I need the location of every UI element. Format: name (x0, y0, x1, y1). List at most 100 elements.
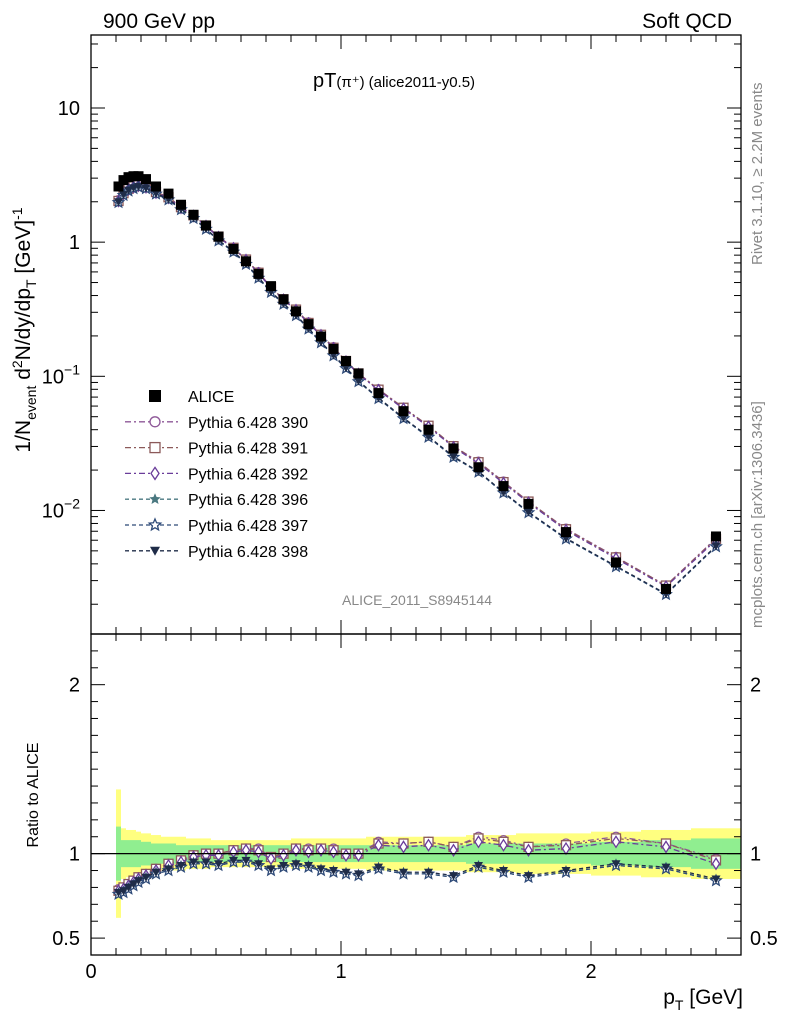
marker-circle (149, 416, 161, 428)
y-axis-label: 1/Nevent d2N/dy/dpT [GeV]-1 (9, 207, 39, 452)
y-tick-label: 1 (69, 232, 80, 254)
y-tick-label: 10−2 (42, 495, 80, 522)
legend-label: Pythia 6.428 398 (188, 544, 308, 561)
marker-triangle (229, 856, 238, 865)
chart-title-tag: (alice2011-y0.5) (369, 74, 475, 91)
chart-title-particle: (π⁺) (336, 74, 364, 91)
marker-triangle (134, 182, 143, 191)
marker-triangle (119, 191, 128, 200)
marker-triangle (151, 868, 161, 877)
marker-triangle (119, 887, 128, 896)
marker-triangle (266, 865, 276, 874)
marker-square (163, 188, 174, 199)
marker-square (228, 243, 239, 254)
ylabel-b: d (12, 368, 35, 386)
y-tick-label: 10 (58, 98, 80, 120)
chart-title-main: pT (313, 70, 336, 92)
marker-triangle (449, 453, 458, 462)
marker-diamond (661, 840, 671, 854)
marker-triangle (399, 414, 408, 423)
ylabel-b-sup: 2 (9, 360, 25, 368)
marker-square (661, 583, 671, 594)
marker-diamond (611, 835, 621, 849)
marker-square (253, 268, 264, 279)
marker-triangle (341, 868, 351, 877)
chart-title: pT(π⁺) (alice2011-y0.5) (313, 70, 475, 92)
ylabel-d-sup: -1 (9, 207, 25, 220)
header-left: 900 GeV pp (103, 10, 215, 33)
x-axis-label: pT [GeV] (663, 986, 743, 1013)
marker-triangle (449, 872, 458, 881)
ratio-tick-label-left: 0.5 (52, 928, 80, 950)
marker-triangle (150, 546, 160, 556)
marker-triangle (124, 883, 133, 892)
marker-diamond (474, 835, 483, 849)
header-right: Soft QCD (642, 10, 732, 33)
marker-triangle (424, 868, 433, 877)
legend-label: Pythia 6.428 392 (188, 466, 308, 483)
x-tick-label: 0 (85, 961, 96, 983)
marker-triangle (214, 860, 223, 869)
series-line-main (117, 185, 717, 588)
main-panel-series (111, 171, 723, 601)
marker-triangle (611, 860, 621, 869)
mcplots-label: mcplots.cern.ch [arXiv:1306.3436] (749, 401, 766, 628)
analysis-watermark: ALICE_2011_S8945144 (342, 592, 492, 608)
ylabel-c: N/dy/dp (12, 288, 35, 360)
marker-square (353, 368, 364, 379)
ylabel-d: [GeV] (12, 220, 35, 280)
ratio-tick-label-right: 0.5 (750, 928, 778, 950)
marker-square (113, 181, 124, 192)
legend-label-data: ALICE (188, 389, 234, 406)
marker-triangle (711, 542, 721, 551)
legend: ALICE Pythia 6.428 390 Pythia 6.428 391 Pyt… (125, 389, 308, 561)
marker-square (423, 424, 434, 435)
marker-triangle (561, 867, 571, 876)
marker-triangle (304, 861, 313, 870)
ratio-tick-label-left: 1 (69, 844, 80, 866)
marker-triangle (151, 189, 161, 198)
ylabel-a: 1/N (12, 420, 35, 453)
marker-triangle (354, 870, 363, 879)
marker-triangle (114, 198, 123, 207)
marker-diamond (150, 466, 160, 481)
marker-star (149, 493, 161, 505)
ylabel-a-sub: event (23, 386, 39, 420)
marker-triangle (374, 863, 383, 872)
marker-diamond (374, 838, 383, 852)
marker-triangle (129, 880, 138, 889)
marker-triangle (141, 184, 151, 193)
marker-triangle (341, 364, 351, 373)
marker-triangle (279, 861, 288, 870)
legend-label: Pythia 6.428 397 (188, 518, 308, 535)
marker-triangle (474, 861, 483, 870)
marker-square (188, 209, 199, 220)
marker-square (176, 199, 186, 210)
marker-triangle (164, 865, 173, 874)
marker-square (241, 256, 251, 267)
marker-star (147, 517, 163, 532)
xlabel-a: p (663, 986, 675, 1009)
legend-label: Pythia 6.428 390 (188, 415, 308, 432)
legend-label: Pythia 6.428 391 (188, 441, 308, 458)
marker-square (151, 181, 161, 192)
marker-triangle (176, 861, 186, 870)
marker-triangle (114, 888, 123, 897)
marker-square (448, 443, 459, 454)
marker-square (711, 531, 721, 542)
marker-square (303, 319, 314, 330)
marker-square (523, 498, 534, 509)
marker-diamond (329, 845, 338, 859)
marker-square (316, 331, 326, 342)
marker-square (498, 481, 509, 492)
rivet-label: Rivet 3.1.10, ≥ 2.2M events (749, 83, 766, 266)
marker-triangle (189, 858, 198, 867)
marker-square (611, 557, 621, 568)
series-line-ratio (118, 861, 717, 895)
marker-triangle (329, 867, 338, 876)
marker-triangle (201, 858, 211, 867)
marker-square (291, 306, 301, 317)
xlabel-b: [GeV] (683, 986, 743, 1009)
marker-square (133, 171, 144, 182)
